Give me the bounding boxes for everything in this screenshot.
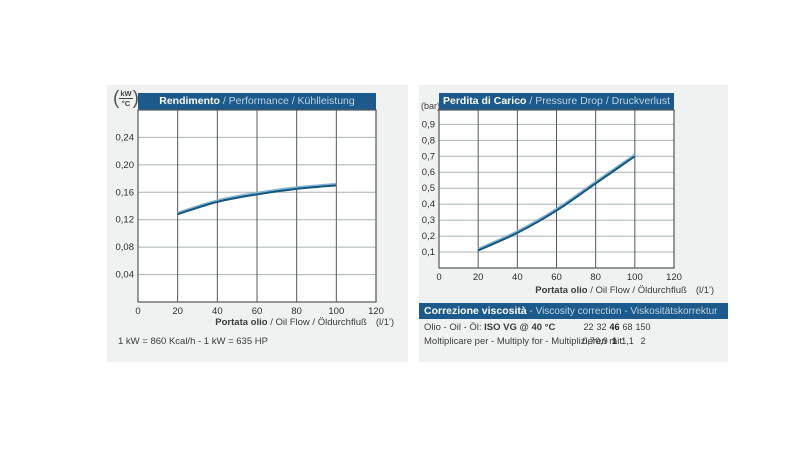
pressure-drop-curve-highlight [477,153,636,251]
viscosity-value: 0,7 [582,335,595,346]
y-tick-label: 0,12 [116,215,135,226]
pressure-drop-curve [477,155,636,252]
y-tick-label: 0,4 [422,199,435,210]
plot-border [137,109,377,303]
title-translations: / Performance / Kühlleistung [219,95,355,107]
x-tick-label: 80 [590,272,601,283]
x-tick-label: 40 [212,306,223,317]
y-tick-label: 0,2 [422,231,435,242]
x-label-translations: / Oil Flow / Öldurchfluß [587,285,687,296]
viscosity-value: 2 [640,335,646,346]
viscosity-header-translations: - Viscosity correction - Viskositätskorr… [526,306,718,317]
viscosity-oil-row-label: Olio - Oil - Öl: ISO VG @ 40 °C [424,322,555,333]
x-tick-label: 120 [666,272,682,283]
y-tick-label: 0,16 [116,187,135,198]
y-axis-unit-bar: (bar) [421,101,441,111]
x-tick-label: 60 [252,306,263,317]
y-tick-label: 0,20 [116,160,135,171]
y-tick-label: 0,7 [422,151,435,162]
viscosity-grade-values: 22 32 46 68 150 [582,322,656,332]
viscosity-header-italian: Correzione viscosità [424,305,527,317]
y-tick-label: 0,04 [116,270,135,281]
viscosity-value: 150 [635,322,651,332]
y-tick-label: 0,24 [116,132,135,143]
pressure-drop-panel: (bar) Perdita di Carico / Pressure Drop … [419,85,728,362]
x-tick-label: 60 [551,272,562,283]
performance-chart-plot: 0 20 40 60 80 100 120 0,04 0,08 0,12 0,16 0,20 0,24 [116,109,384,317]
paren-close: ) [132,88,139,109]
x-label-unit: (l/1') [375,317,394,328]
conversion-footnote: 1 kW = 860 Kcal/h - 1 kW = 635 HP [118,336,268,347]
kw-per-degc-fraction: kW °C [119,89,133,108]
pressure-drop-chart-plot: 0 20 40 60 80 100 120 0,1 0,2 0,3 0,4 0,5 0,6 0,7 0,8 0… [422,109,682,283]
pressure-drop-chart-title: Perdita di Carico / Pressure Drop / Druc… [439,93,674,110]
viscosity-value: 1 [611,335,617,346]
y-tick-label: 0,3 [422,215,435,226]
x-label-translations: / Oil Flow / Öldurchfluß [267,317,367,328]
y-tick-label: 0,6 [422,167,435,178]
paren-open: ( [113,88,120,109]
y-tick-label: 0,8 [422,135,435,146]
viscosity-value: 46 [609,322,620,332]
x-tick-label: 100 [328,306,344,317]
x-label-unit: (l/1') [695,285,714,296]
y-axis-unit-kw-per-degc: ( kW °C ) [113,89,139,108]
x-axis-label: Portata olio / Oil Flow / Öldurchfluß (l/… [535,285,714,296]
x-tick-label: 20 [172,306,183,317]
y-tick-label: 0,08 [116,242,135,253]
x-tick-label: 100 [627,272,643,283]
viscosity-correction-header: Correzione viscosità - Viscosity correct… [419,303,728,319]
y-tick-label: 0,1 [422,247,435,258]
y-tick-label: 0,9 [422,119,435,130]
x-axis-label: Portata olio / Oil Flow / Öldurchfluß (l/… [215,317,394,328]
viscosity-multiplier-row-label: Moltiplicare per - Multiply for - Multip… [424,335,625,347]
viscosity-value: 22 [583,322,594,332]
x-tick-label: 120 [368,306,384,317]
x-label-italian: Portata olio [535,285,588,296]
title-italian: Rendimento [159,95,220,107]
x-tick-label: 80 [291,306,302,317]
viscosity-value: 1,1 [621,335,634,346]
x-tick-label: 0 [135,306,140,317]
viscosity-value: 32 [596,322,607,332]
fraction-numerator: kW [119,89,133,99]
performance-curve [177,184,337,216]
performance-chart-panel: ( kW °C ) Rendimento / Performance / Küh… [107,85,408,362]
viscosity-multiplier-values: 0,7 0,9 1 1,1 2 [582,336,656,346]
performance-chart-title: Rendimento / Performance / Kühlleistung [138,93,376,110]
title-translations: / Pressure Drop / Druckverlust [526,95,670,107]
x-label-italian: Portata olio [215,317,268,328]
viscosity-value: 68 [622,322,633,332]
oil-label-prefix: Olio - Oil - Öl: [424,322,485,333]
performance-curve-highlight [177,182,337,215]
viscosity-value: 0,9 [595,335,608,346]
x-tick-label: 20 [473,272,484,283]
plot-border [438,109,675,269]
fraction-denominator: °C [121,99,131,108]
title-italian: Perdita di Carico [443,95,527,107]
y-tick-label: 0,5 [422,183,435,194]
oil-label-iso-vg: ISO VG @ 40 °C [484,322,556,333]
x-tick-label: 0 [436,272,441,283]
x-tick-label: 40 [512,272,523,283]
